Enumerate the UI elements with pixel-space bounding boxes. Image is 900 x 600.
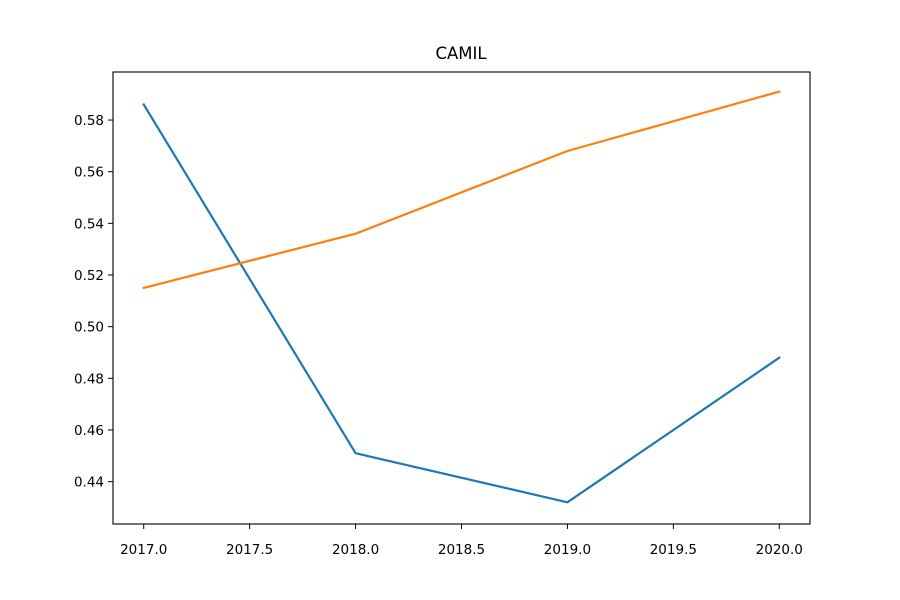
- series-line-1: [142, 102, 781, 504]
- plot-frame: [112, 71, 811, 525]
- y-tick-label: 0.48: [74, 371, 104, 387]
- chart-title: CAMIL: [435, 44, 487, 63]
- plot-area: [142, 90, 781, 504]
- x-tick-label: 2020.0: [756, 542, 803, 558]
- y-axis: 0.44 0.46 0.48 0.50 0.52 0.54 0.56 0.58: [74, 113, 113, 491]
- x-tick-label: 2018.5: [438, 542, 485, 558]
- y-tick-label: 0.52: [74, 268, 104, 284]
- y-tick-label: 0.56: [74, 165, 104, 181]
- x-tick-label: 2019.5: [650, 542, 697, 558]
- x-axis: 2017.0 2017.5 2018.0 2018.5 2019.0 2019.5 2020…: [120, 524, 803, 558]
- y-tick-label: 0.58: [74, 113, 104, 129]
- series-line-2: [142, 90, 781, 290]
- y-tick-label: 0.54: [74, 216, 104, 232]
- x-tick-label: 2018.0: [332, 542, 379, 558]
- x-tick-label: 2019.0: [544, 542, 591, 558]
- y-tick-label: 0.46: [74, 423, 104, 439]
- x-tick-label: 2017.5: [226, 542, 273, 558]
- y-tick-label: 0.50: [74, 320, 104, 336]
- y-tick-label: 0.44: [74, 475, 104, 491]
- x-tick-label: 2017.0: [120, 542, 167, 558]
